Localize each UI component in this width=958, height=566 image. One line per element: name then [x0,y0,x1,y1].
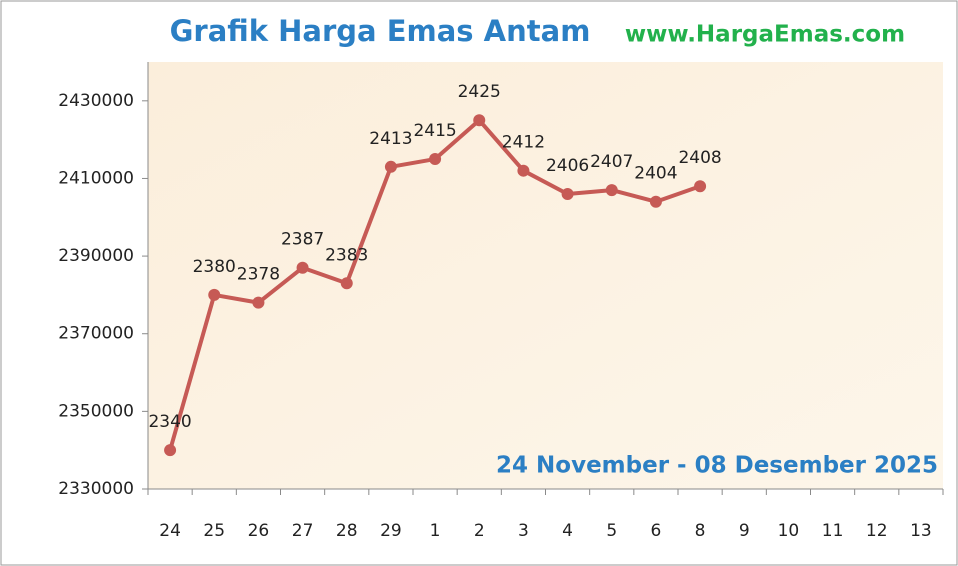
y-tick-label: 2430000 [58,91,134,111]
x-tick-label: 12 [866,521,888,541]
y-tick-label: 2410000 [58,168,134,188]
value-label: 2408 [678,148,721,168]
x-tick-label: 3 [518,521,529,541]
point [208,288,221,301]
value-label: 2404 [634,164,677,184]
point [340,277,353,290]
point [694,180,707,193]
x-tick-label: 2 [474,521,485,541]
x-tick-label: 11 [822,521,844,541]
y-tick-label: 2330000 [58,479,134,499]
point [252,296,265,309]
chart-title: Grafik Harga Emas Antam [170,14,591,48]
x-tick-label: 28 [336,521,358,541]
point [605,184,618,197]
point [561,187,574,200]
point [649,195,662,208]
value-label: 2415 [413,121,456,141]
point [164,444,177,457]
source: www.HargaEmas.com [625,22,905,48]
x-tick-label: 26 [248,521,270,541]
value-label: 2387 [281,230,324,250]
x-tick-label: 9 [739,521,750,541]
x-tick-label: 24 [159,521,181,541]
x-tick-label: 8 [695,521,706,541]
y-tick-label: 2370000 [58,324,134,344]
x-tick-label: 10 [778,521,800,541]
point [517,164,530,177]
subtitle: 24 November - 08 Desember 2025 [496,453,938,479]
x-tick-label: 27 [292,521,314,541]
point [473,114,486,127]
value-label: 2378 [237,265,280,285]
x-tick-label: 25 [203,521,225,541]
value-label: 2406 [546,156,589,176]
value-label: 2412 [502,133,545,153]
value-label: 2413 [369,129,412,149]
point [429,153,442,166]
x-tick-label: 4 [562,521,573,541]
value-label: 2425 [458,82,501,102]
x-tick-label: 5 [606,521,617,541]
x-tick-label: 13 [910,521,932,541]
value-label: 2383 [325,245,368,265]
value-label: 2380 [193,257,236,277]
x-tick-label: 29 [380,521,402,541]
y-tick-label: 2350000 [58,401,134,421]
value-label: 2340 [148,412,191,432]
plot-area [148,62,943,489]
point [296,261,309,274]
value-label: 2407 [590,152,633,172]
y-tick-label: 2390000 [58,246,134,266]
point [384,160,397,173]
x-tick-label: 6 [651,521,662,541]
x-tick-label: 1 [430,521,441,541]
